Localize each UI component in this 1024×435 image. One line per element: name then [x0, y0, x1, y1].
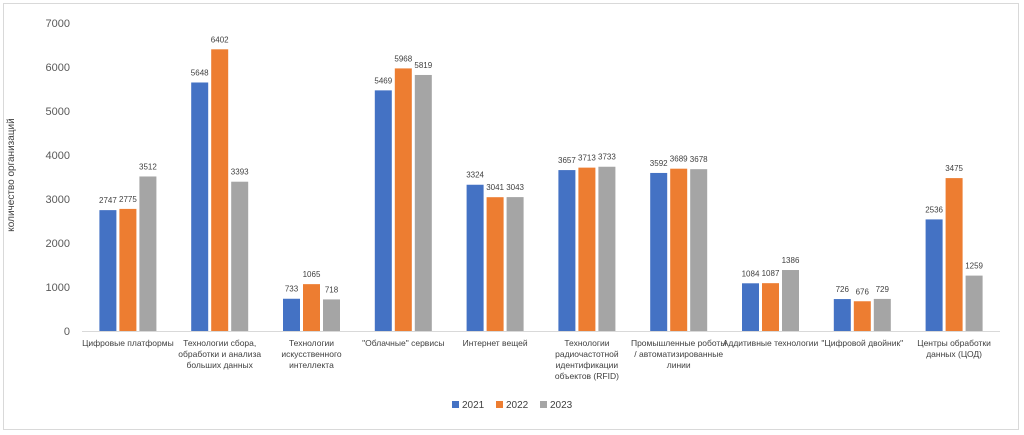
x-tick-label-0-line-0: Цифровые платформы [82, 338, 174, 348]
bar-2022-5 [578, 167, 596, 331]
bar-2021-3 [374, 90, 392, 331]
bar-2023-4 [506, 197, 524, 331]
y-tick-label-4: 4000 [46, 150, 70, 162]
x-tick-label-2-line-1: искусственного [281, 349, 342, 359]
data-label-2023-4: 3043 [506, 183, 524, 192]
bar-2021-7 [742, 283, 759, 331]
data-label-2021-8: 726 [836, 285, 850, 294]
legend-swatch-2022 [496, 401, 503, 408]
data-label-2021-5: 3657 [558, 156, 576, 165]
bar-2022-1 [211, 49, 229, 331]
data-label-2022-5: 3713 [578, 154, 596, 163]
data-label-2023-6: 3678 [690, 155, 708, 164]
bar-2022-0 [119, 208, 137, 331]
x-tick-label-1-line-0: Технологии сбора, [183, 338, 256, 348]
x-tick-label-2-line-0: Технологии [289, 338, 334, 348]
legend-swatch-2023 [540, 401, 547, 408]
y-tick-label-1: 1000 [46, 282, 70, 294]
y-tick-label-7: 7000 [46, 18, 70, 30]
data-label-2023-9: 1259 [965, 262, 983, 271]
legend-label-2023: 2023 [550, 400, 573, 411]
bar-2022-9 [945, 178, 963, 331]
x-tick-label-5-line-1: радиочастотной [555, 349, 619, 359]
bar-2021-8 [833, 299, 851, 331]
data-label-2022-4: 3041 [486, 183, 504, 192]
data-label-2022-9: 3475 [945, 164, 963, 173]
y-tick-label-2: 2000 [46, 238, 70, 250]
data-label-2023-1: 3393 [231, 168, 249, 177]
bar-2023-2 [323, 299, 340, 331]
bar-2023-8 [873, 298, 891, 331]
data-label-2022-6: 3689 [670, 155, 688, 164]
legend-label-2022: 2022 [506, 400, 529, 411]
bar-2023-7 [782, 270, 799, 331]
x-tick-label-2-line-2: интеллекта [289, 360, 334, 370]
data-label-2023-7: 1386 [782, 256, 800, 265]
data-label-2022-7: 1087 [762, 269, 780, 278]
x-tick-label-9-line-1: данных (ЦОД) [926, 349, 982, 359]
bar-2022-6 [670, 168, 688, 331]
bar-2022-2 [303, 284, 320, 331]
data-label-2023-2: 718 [325, 285, 339, 294]
data-label-2021-6: 3592 [650, 159, 668, 168]
bar-2022-4 [486, 197, 504, 331]
data-label-2021-0: 2747 [99, 196, 117, 205]
data-label-2023-5: 3733 [598, 153, 616, 162]
bar-2023-9 [965, 275, 983, 331]
x-tick-label-3-line-0: "Облачные" сервисы [362, 338, 444, 348]
bar-2022-3 [394, 68, 412, 332]
bar-2023-5 [598, 166, 616, 331]
legend-swatch-2021 [452, 401, 459, 408]
data-label-2021-9: 2536 [925, 205, 943, 214]
data-label-2021-1: 5648 [191, 68, 209, 77]
y-axis-label: количество организаций [6, 118, 17, 231]
data-label-2022-3: 5968 [394, 54, 412, 63]
x-tick-label-1-line-2: больших данных [186, 360, 253, 370]
bar-2021-4 [466, 184, 484, 331]
y-tick-label-3: 3000 [46, 194, 70, 206]
data-label-2023-0: 3512 [139, 162, 157, 171]
data-label-2021-3: 5469 [374, 76, 392, 85]
x-tick-label-9-line-0: Центры обработки [917, 338, 991, 348]
legend-label-2021: 2021 [462, 400, 485, 411]
y-tick-label-0: 0 [64, 326, 70, 338]
x-tick-label-5-line-3: объектов (RFID) [555, 371, 619, 381]
data-label-2023-3: 5819 [414, 61, 432, 70]
y-tick-label-6: 6000 [46, 62, 70, 74]
data-label-2022-0: 2775 [119, 195, 137, 204]
bar-2021-0 [99, 210, 117, 331]
x-tick-label-6-line-0: Промышленные роботы [631, 338, 726, 348]
data-label-2022-8: 676 [856, 287, 870, 296]
x-tick-label-6-line-2: линии [667, 360, 691, 370]
data-label-2022-2: 1065 [303, 270, 321, 279]
bar-2021-5 [558, 170, 576, 331]
x-tick-label-7-line-0: Аддитивные технологии [723, 338, 819, 348]
x-tick-label-4-line-0: Интернет вещей [463, 338, 528, 348]
bar-2021-2 [283, 298, 300, 331]
data-label-2022-1: 6402 [211, 35, 229, 44]
x-tick-label-5-line-2: идентификации [556, 360, 619, 370]
bar-2023-6 [690, 169, 708, 331]
data-label-2021-7: 1084 [742, 269, 760, 278]
bar-2021-6 [650, 172, 668, 331]
bar-2023-0 [139, 176, 157, 331]
bar-2023-3 [414, 74, 432, 332]
y-tick-label-5: 5000 [46, 106, 70, 118]
data-label-2023-8: 729 [876, 285, 890, 294]
x-tick-label-8-line-0: "Цифровой двойник" [821, 338, 903, 348]
x-tick-label-1-line-1: обработки и анализа [178, 349, 261, 359]
data-label-2021-4: 3324 [466, 171, 484, 180]
bar-2021-9 [925, 219, 943, 331]
x-tick-label-5-line-0: Технологии [564, 338, 609, 348]
bar-2023-1 [231, 181, 249, 331]
bar-2021-1 [191, 82, 209, 331]
bar-2022-8 [853, 301, 871, 331]
x-tick-label-6-line-1: / автоматизированные [634, 349, 723, 359]
data-label-2021-2: 733 [285, 285, 299, 294]
bar-2022-7 [762, 283, 779, 331]
